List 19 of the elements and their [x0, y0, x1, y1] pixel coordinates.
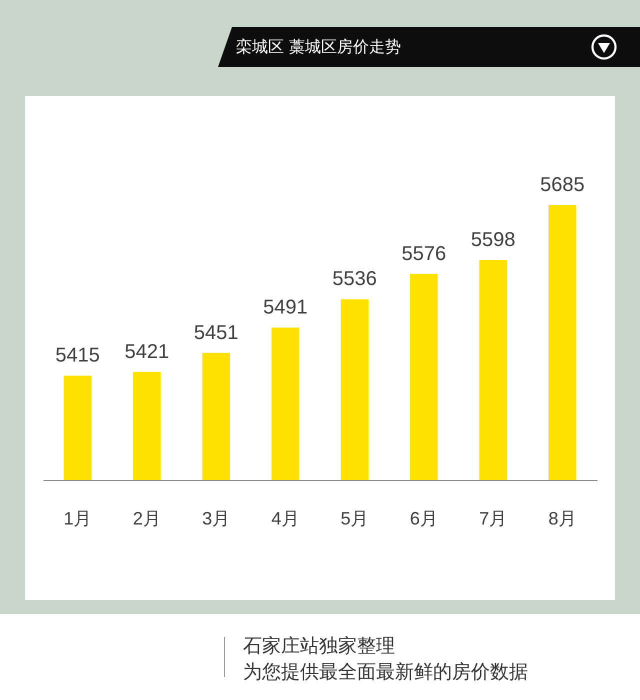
data-label: 5685	[540, 174, 585, 196]
x-tick-label: 5月	[340, 508, 369, 528]
x-tick-label: 3月	[202, 508, 230, 528]
data-label: 5536	[332, 268, 377, 290]
x-tick-label: 8月	[548, 508, 576, 528]
text: 为您提供最全面最新鲜的房价数据	[243, 660, 528, 685]
text: 石家庄站独家整理	[243, 634, 396, 659]
x-tick-label: 6月	[410, 508, 438, 528]
data-label: 5421	[124, 340, 170, 363]
x-tick-label: 1月	[64, 508, 92, 528]
x-tick-label: 4月	[271, 508, 300, 528]
x-tick-label: 2月	[132, 508, 161, 528]
x-tick-label: 7月	[479, 508, 508, 528]
data-label: 5415	[55, 344, 100, 367]
data-label: 5598	[470, 229, 516, 251]
data-label: 5576	[402, 242, 446, 265]
data-label: 5451	[194, 322, 238, 344]
chart-title: 栾城区 藁城区房价走势	[236, 36, 402, 58]
data-label: 5491	[263, 296, 308, 319]
